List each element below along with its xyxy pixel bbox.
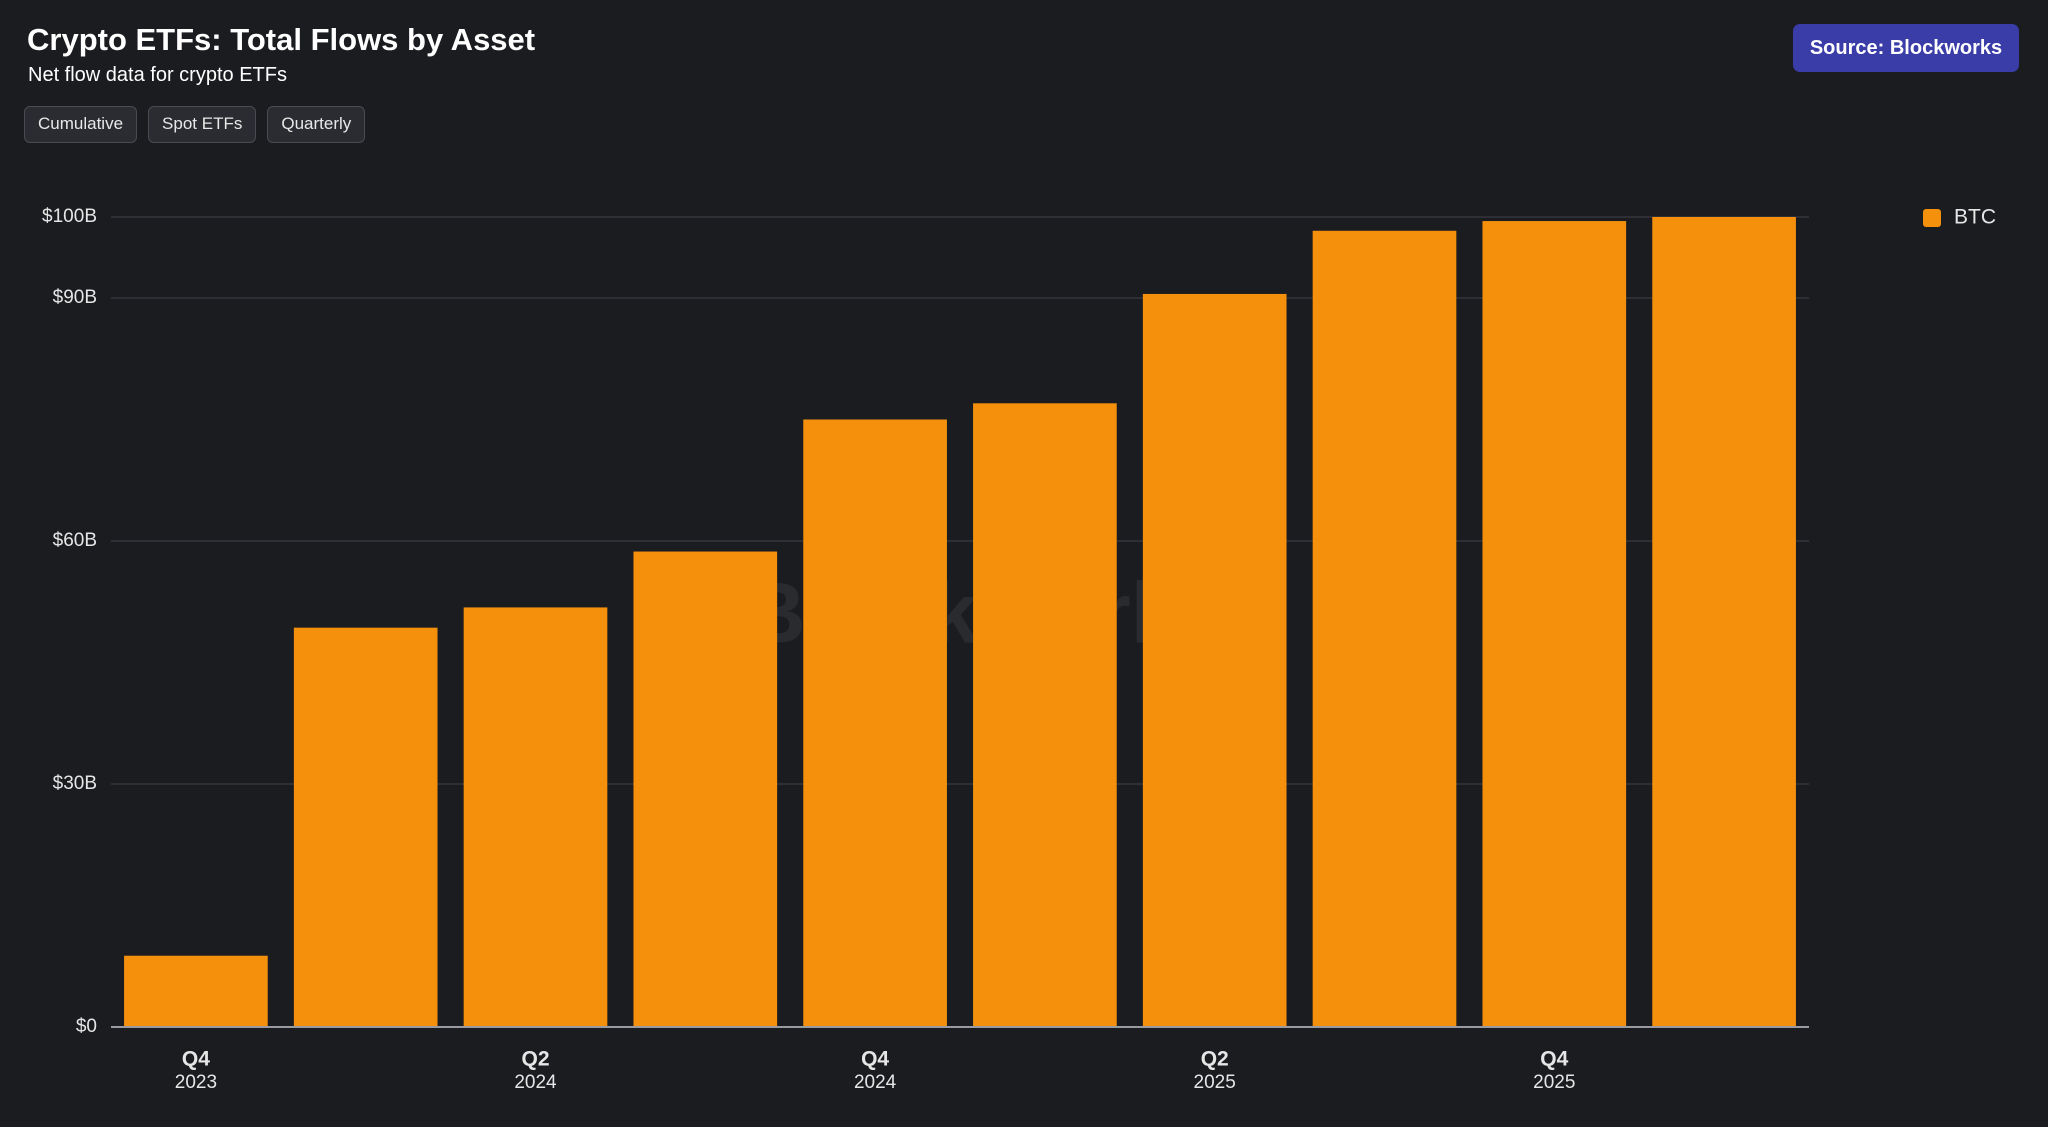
filter-buttons: Cumulative Spot ETFs Quarterly	[24, 106, 366, 143]
x-tick-sublabel: 2025	[1533, 1072, 1575, 1093]
legend-swatch	[1923, 209, 1941, 227]
legend-label: BTC	[1954, 206, 1996, 229]
y-tick-label: $60B	[53, 530, 97, 551]
bar	[1652, 217, 1796, 1027]
x-tick-sublabel: 2024	[854, 1072, 897, 1093]
bar	[633, 551, 778, 1027]
y-tick-label: $30B	[53, 773, 97, 794]
x-tick-label: Q4	[861, 1048, 889, 1071]
bar	[973, 403, 1117, 1027]
bar	[803, 419, 947, 1027]
bar	[124, 955, 268, 1027]
x-tick-sublabel: 2023	[175, 1072, 217, 1093]
filter-button[interactable]: Quarterly	[267, 106, 366, 143]
bar	[463, 607, 608, 1027]
y-tick-label: $90B	[53, 287, 97, 308]
y-tick-label: $100B	[42, 206, 97, 227]
subtitle: Net flow data for crypto ETFs	[28, 64, 287, 86]
x-tick-label: Q4	[1540, 1048, 1568, 1071]
x-tick-sublabel: 2025	[1194, 1072, 1236, 1093]
x-tick-label: Q2	[1201, 1048, 1229, 1071]
source-button[interactable]: Source: Blockworks	[1793, 24, 2019, 72]
y-tick-label: $0	[76, 1016, 97, 1037]
bar	[1482, 221, 1627, 1028]
filter-button[interactable]: Cumulative	[24, 106, 138, 143]
title: Crypto ETFs: Total Flows by Asset	[27, 22, 536, 57]
bar	[1312, 230, 1457, 1027]
x-tick-label: Q2	[521, 1048, 549, 1071]
bar	[293, 627, 438, 1027]
filter-button[interactable]: Spot ETFs	[148, 106, 257, 143]
x-tick-label: Q4	[182, 1048, 210, 1071]
bar	[1142, 293, 1287, 1027]
x-tick-sublabel: 2024	[514, 1072, 557, 1093]
